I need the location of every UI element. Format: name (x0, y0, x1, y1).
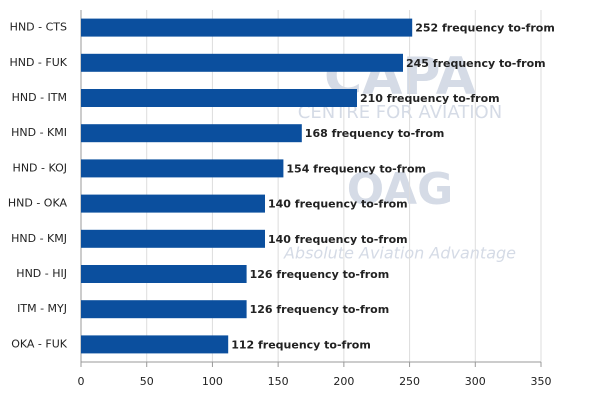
y-tick-label: HND - OKA (8, 197, 68, 210)
x-tick-label: 200 (333, 375, 354, 388)
y-tick-label: OKA - FUK (11, 337, 68, 350)
data-label: 126 frequency to-from (250, 303, 390, 316)
y-tick-label: HND - CTS (10, 21, 67, 34)
bar (81, 53, 403, 72)
watermark: CENTRE FOR AVIATION (298, 102, 502, 123)
y-tick-label: HND - KMJ (11, 232, 67, 245)
x-tick-label: 350 (531, 375, 552, 388)
bar (81, 265, 247, 283)
data-label: 252 frequency to-from (415, 22, 555, 35)
y-tick-label: HND - FUK (9, 56, 67, 69)
y-tick-label: HND - ITM (12, 91, 67, 104)
bar (81, 300, 247, 319)
x-tick-label: 0 (78, 375, 85, 388)
x-tick-label: 300 (465, 375, 486, 388)
y-tick-label: ITM - MYJ (17, 302, 67, 315)
data-label: 140 frequency to-from (268, 233, 408, 246)
bar (81, 124, 302, 143)
data-label: 140 frequency to-from (268, 198, 408, 211)
x-tick-label: 100 (202, 375, 223, 388)
bar (81, 335, 229, 354)
x-tick-label: 250 (399, 375, 420, 388)
data-label: 154 frequency to-from (286, 162, 426, 175)
bar (81, 89, 357, 107)
data-label: 112 frequency to-from (231, 338, 371, 351)
data-label: 210 frequency to-from (360, 92, 500, 105)
watermark: Absolute Aviation Advantage (283, 244, 516, 263)
bar (81, 229, 265, 248)
x-tick-label: 150 (268, 375, 289, 388)
x-tick-label: 50 (140, 375, 154, 388)
bar (81, 159, 284, 178)
bar (81, 18, 413, 37)
bar (81, 194, 265, 213)
y-tick-label: HND - HIJ (16, 267, 67, 280)
watermark: OAG (347, 164, 453, 215)
data-label: 245 frequency to-from (406, 57, 546, 70)
y-tick-label: HND - KMI (11, 126, 67, 139)
y-tick-label: HND - KOJ (13, 161, 67, 174)
data-label: 126 frequency to-from (250, 268, 390, 281)
data-label: 168 frequency to-from (305, 127, 445, 140)
